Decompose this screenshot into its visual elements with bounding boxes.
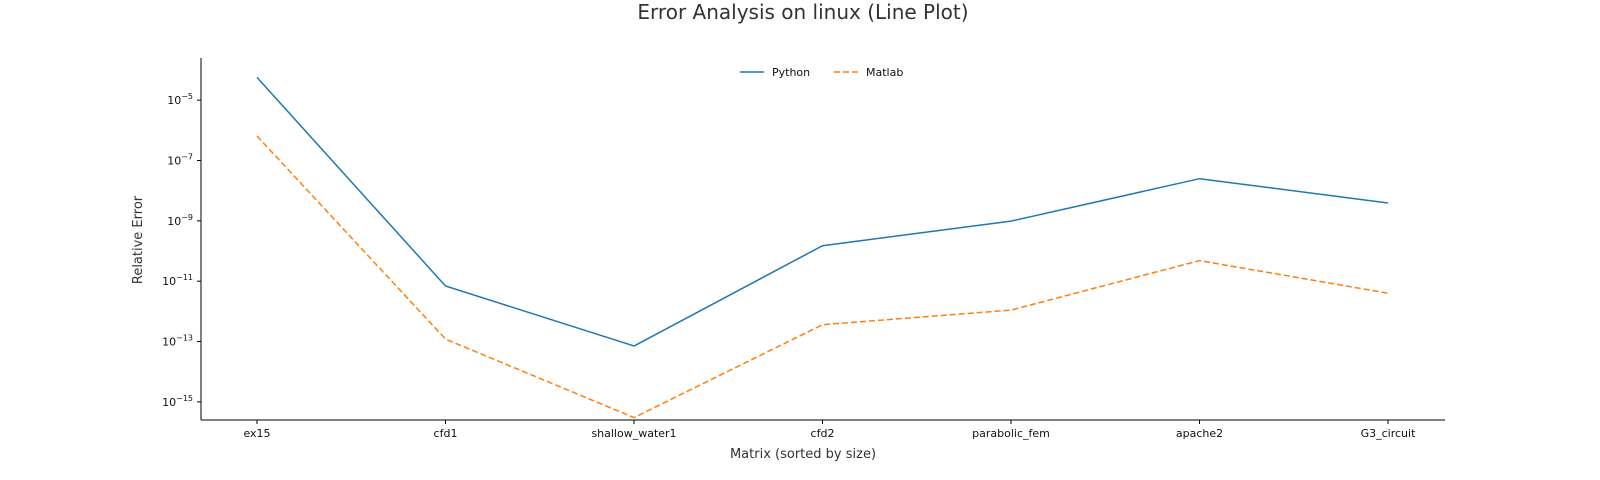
legend: Python Matlab <box>740 66 903 79</box>
y-tick-label: 10−9 <box>167 213 193 228</box>
y-tick-label: 10−5 <box>167 92 193 107</box>
legend-label-matlab: Matlab <box>866 66 903 79</box>
x-tick-label: G3_circuit <box>1361 427 1416 440</box>
axes: 10−5 10−7 10−9 10−11 10−13 10−15 ex15 cfd1 shall… <box>162 58 1445 440</box>
x-tick-label: apache2 <box>1176 427 1223 440</box>
series-layer <box>256 76 1389 419</box>
legend-label-python: Python <box>772 66 810 79</box>
x-tick-label: parabolic_fem <box>972 427 1050 440</box>
y-tick-label: 10−13 <box>162 334 193 349</box>
x-axis-title: Matrix (sorted by size) <box>730 447 876 462</box>
chart-title: Error Analysis on linux (Line Plot) <box>637 0 968 24</box>
x-tick-label: ex15 <box>243 427 270 440</box>
y-axis-title: Relative Error <box>131 195 146 284</box>
y-tick-label: 10−7 <box>167 153 193 168</box>
x-tick-label: cfd1 <box>434 427 458 440</box>
series-line-python <box>256 76 1389 347</box>
x-tick-label: cfd2 <box>811 427 835 440</box>
y-tick-label: 10−15 <box>162 394 193 409</box>
series-line-matlab <box>256 135 1389 419</box>
x-tick-label: shallow_water1 <box>591 427 676 440</box>
y-tick-label: 10−11 <box>162 273 193 288</box>
